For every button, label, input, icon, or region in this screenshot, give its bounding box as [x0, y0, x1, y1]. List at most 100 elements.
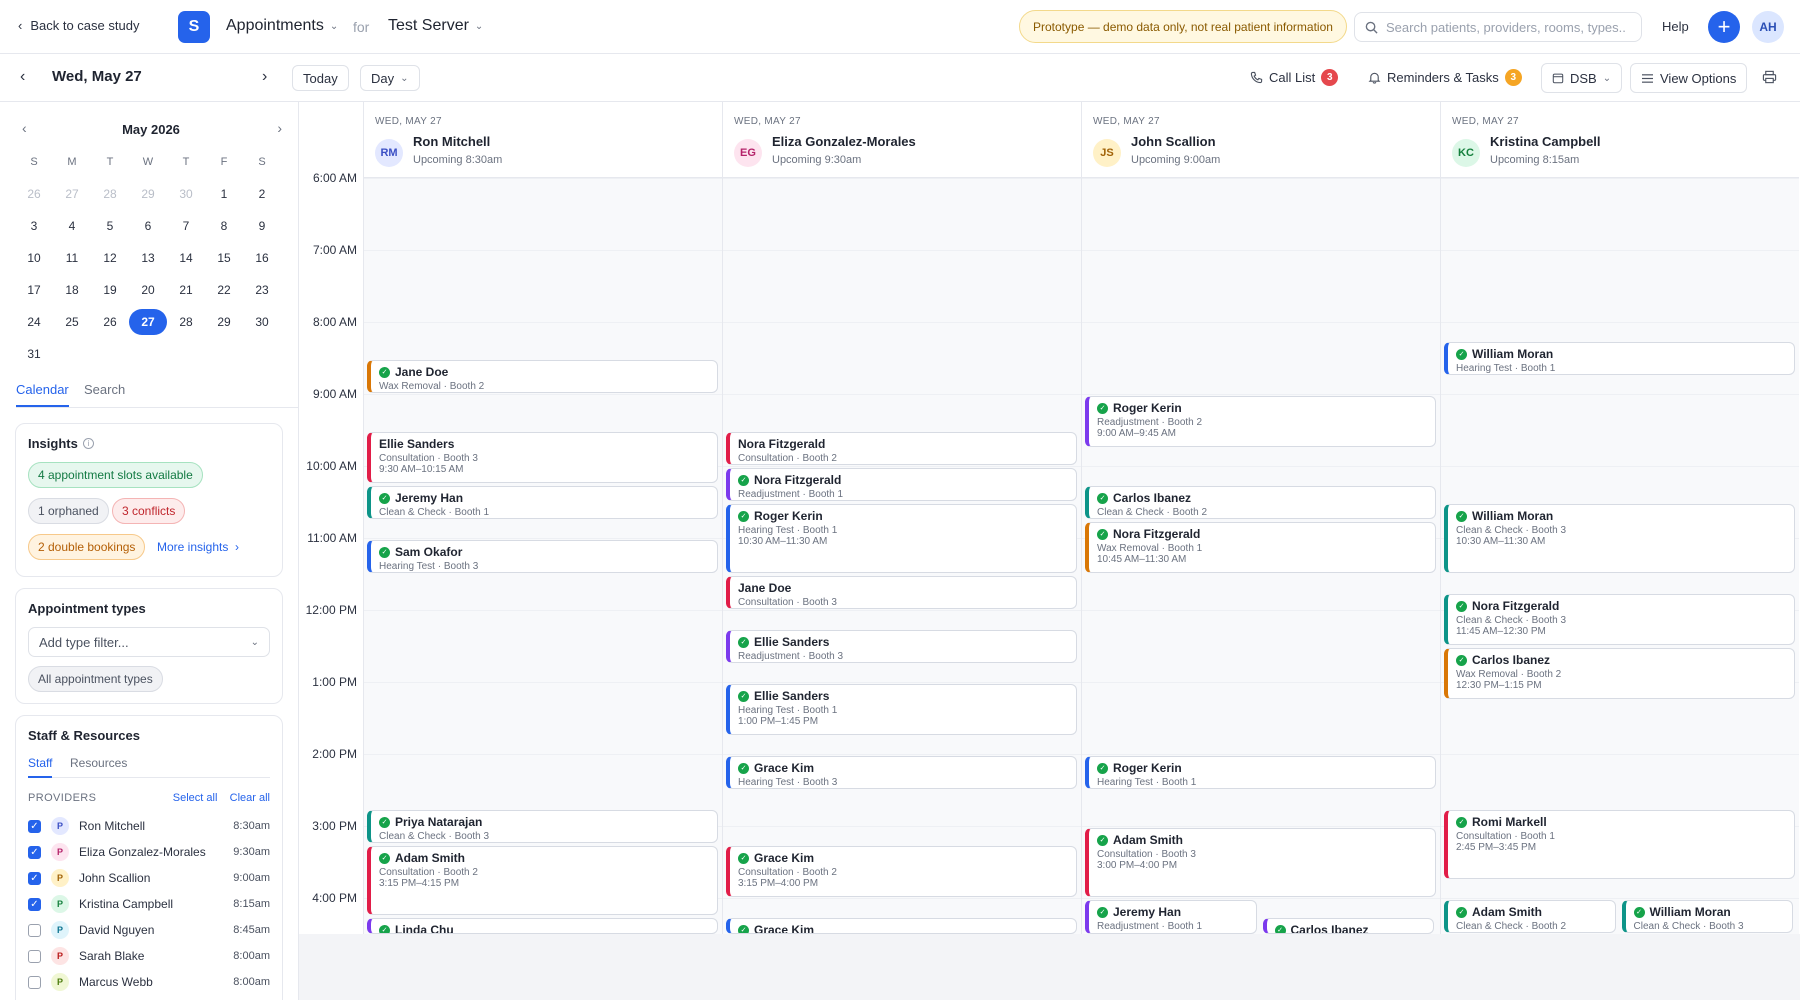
- calendar-day[interactable]: 11: [65, 251, 79, 265]
- appointment-card[interactable]: ✓ Adam Smith Consultation · Booth 2 3:15 PM…: [367, 846, 718, 915]
- appointment-card[interactable]: ✓ Jane Doe Wax Removal · Booth 2: [367, 360, 718, 393]
- provider-row[interactable]: ✓ P Ron Mitchell 8:30am: [28, 814, 270, 838]
- provider-row[interactable]: P David Nguyen 8:45am: [28, 918, 270, 942]
- provider-column-header[interactable]: WED, MAY 27 RM Ron Mitchell Upcoming 8:30am: [363, 102, 722, 178]
- all-types-chip[interactable]: All appointment types: [28, 666, 163, 692]
- appointment-card[interactable]: ✓ Roger Kerin Readjustment · Booth 2 9:00 A…: [1085, 396, 1436, 447]
- calendar-day[interactable]: 30: [255, 315, 269, 329]
- calendar-day[interactable]: 1: [220, 187, 228, 201]
- provider-row[interactable]: ✓ P Eliza Gonzalez-Morales 9:30am: [28, 840, 270, 864]
- clear-all-link[interactable]: Clear all: [229, 792, 270, 804]
- calendar-day[interactable]: 18: [65, 283, 79, 297]
- appointment-card[interactable]: ✓ Romi Markell Consultation · Booth 1 2:45 …: [1444, 810, 1795, 879]
- appointment-card[interactable]: ✓Carlos IbanezReadjustment: [1262, 918, 1434, 934]
- appointment-card[interactable]: Ellie Sanders Consultation · Booth 3 9:30 …: [367, 432, 718, 483]
- appointment-card[interactable]: ✓ William Moran Hearing Test · Booth 1: [1444, 342, 1795, 375]
- appointment-card[interactable]: Jane Doe Consultation · Booth 3: [726, 576, 1077, 609]
- provider-column-header[interactable]: WED, MAY 27 EG Eliza Gonzalez-Morales Upcom…: [722, 102, 1081, 178]
- view-mode-select[interactable]: Day ⌄: [360, 65, 420, 91]
- calendar-day[interactable]: 31: [27, 347, 41, 361]
- calendar-day[interactable]: 17: [27, 283, 41, 297]
- appointment-card[interactable]: ✓ Adam Smith Clean & Check · Booth 2: [1444, 900, 1616, 933]
- appointment-card[interactable]: ✓ Priya Natarajan Clean & Check · Booth 3: [367, 810, 718, 843]
- calendar-day[interactable]: 13: [141, 251, 155, 265]
- calendar-day[interactable]: 10: [27, 251, 41, 265]
- calendar-day[interactable]: 26: [103, 315, 117, 329]
- global-search[interactable]: [1354, 12, 1642, 42]
- previous-day-button[interactable]: ‹: [20, 68, 25, 86]
- next-month-button[interactable]: ›: [277, 120, 282, 136]
- view-options-button[interactable]: View Options: [1630, 63, 1748, 93]
- provider-row[interactable]: P Marcus Webb 8:00am: [28, 970, 270, 994]
- help-link[interactable]: Help: [1662, 19, 1689, 34]
- calendar-day[interactable]: 29: [141, 187, 155, 201]
- calendar-day[interactable]: 6: [144, 219, 152, 233]
- new-appointment-button[interactable]: +: [1708, 11, 1740, 43]
- provider-row[interactable]: ✓ P Kristina Campbell 8:15am: [28, 892, 270, 916]
- tab-calendar[interactable]: Calendar: [16, 382, 69, 407]
- calendar-day[interactable]: 27: [65, 187, 79, 201]
- appointment-card[interactable]: ✓ Jeremy Han Clean & Check · Booth 1: [367, 486, 718, 519]
- next-day-button[interactable]: ›: [262, 68, 267, 86]
- appointment-card[interactable]: ✓ Ellie Sanders Readjustment · Booth 3: [726, 630, 1077, 663]
- calendar-day[interactable]: 12: [103, 251, 117, 265]
- user-avatar[interactable]: AH: [1752, 11, 1784, 43]
- calendar-day[interactable]: 2: [258, 187, 266, 201]
- calendar-day[interactable]: 25: [65, 315, 79, 329]
- provider-checkbox[interactable]: [28, 949, 41, 963]
- reminders-tasks-button[interactable]: Reminders & Tasks 3: [1368, 69, 1522, 86]
- appointment-card[interactable]: ✓ Nora Fitzgerald Wax Removal · Booth 1 10:…: [1085, 522, 1436, 573]
- provider-checkbox[interactable]: [28, 975, 41, 989]
- appointment-card[interactable]: ✓ Carlos Ibanez Wax Removal · Booth 2 12:30…: [1444, 648, 1795, 699]
- print-button[interactable]: [1762, 70, 1777, 87]
- appointment-card[interactable]: ✓ Carlos Ibanez Clean & Check · Booth 2: [1085, 486, 1436, 519]
- calendar-day[interactable]: 7: [182, 219, 190, 233]
- calendar-day[interactable]: 14: [179, 251, 193, 265]
- select-all-link[interactable]: Select all: [172, 792, 218, 804]
- orphaned-chip[interactable]: 1 orphaned: [28, 498, 109, 524]
- provider-row[interactable]: ✓ P John Scallion 9:00am: [28, 866, 270, 890]
- calendar-day[interactable]: 24: [27, 315, 41, 329]
- calendar-day[interactable]: 28: [179, 315, 193, 329]
- appointment-card[interactable]: ✓ Ellie Sanders Hearing Test · Booth 1 1:00…: [726, 684, 1077, 735]
- appointment-card[interactable]: ✓ Roger Kerin Hearing Test · Booth 1 10:30 …: [726, 504, 1077, 573]
- info-icon[interactable]: i: [82, 438, 94, 449]
- appointment-card[interactable]: ✓ Nora Fitzgerald Readjustment · Booth 1: [726, 468, 1077, 501]
- type-filter-select[interactable]: Add type filter... ⌄: [28, 627, 270, 657]
- calendar-day[interactable]: 23: [255, 283, 269, 297]
- appointment-card[interactable]: ✓ Sam Okafor Hearing Test · Booth 3: [367, 540, 718, 573]
- calendar-day[interactable]: 28: [103, 187, 117, 201]
- tab-staff[interactable]: Staff: [28, 756, 53, 778]
- provider-column-header[interactable]: WED, MAY 27 KC Kristina Campbell Upcoming 8…: [1440, 102, 1799, 178]
- calendar-day[interactable]: 21: [179, 283, 193, 297]
- tab-resources[interactable]: Resources: [70, 756, 128, 770]
- tab-search[interactable]: Search: [84, 382, 126, 397]
- appointment-card[interactable]: ✓ Grace Kim Consultation · Booth 2 3:15 PM–…: [726, 846, 1077, 897]
- calendar-day[interactable]: 3: [30, 219, 38, 233]
- calendar-day[interactable]: 8: [220, 219, 228, 233]
- appointment-card[interactable]: ✓ Jeremy Han Readjustment · Booth 1: [1085, 900, 1257, 934]
- appointment-card[interactable]: ✓Linda ChuReadjustment · Booth 1: [367, 918, 718, 934]
- back-to-case-study-link[interactable]: ‹ Back to case study: [18, 18, 139, 33]
- appointment-card[interactable]: Nora Fitzgerald Consultation · Booth 2: [726, 432, 1077, 465]
- calendar-day[interactable]: 16: [255, 251, 269, 265]
- calendar-day[interactable]: 9: [258, 219, 266, 233]
- calendar-day[interactable]: 26: [27, 187, 41, 201]
- call-list-button[interactable]: Call List 3: [1250, 69, 1339, 86]
- provider-checkbox[interactable]: [28, 923, 41, 937]
- appointment-card[interactable]: ✓ Roger Kerin Hearing Test · Booth 1: [1085, 756, 1436, 789]
- search-input[interactable]: [1386, 19, 1626, 35]
- previous-month-button[interactable]: ‹: [22, 120, 27, 136]
- double-bookings-chip[interactable]: 2 double bookings: [28, 534, 146, 560]
- calendar-day[interactable]: 22: [217, 283, 231, 297]
- provider-checkbox[interactable]: ✓: [28, 819, 41, 833]
- calendar-day[interactable]: 29: [217, 315, 231, 329]
- calendar-day[interactable]: 15: [217, 251, 231, 265]
- calendar-day[interactable]: 19: [103, 283, 117, 297]
- provider-column-header[interactable]: WED, MAY 27 JS John Scallion Upcoming 9:00a…: [1081, 102, 1440, 178]
- location-select[interactable]: DSB ⌄: [1541, 63, 1623, 93]
- today-button[interactable]: Today: [292, 65, 349, 91]
- provider-row[interactable]: P Sarah Blake 8:00am: [28, 944, 270, 968]
